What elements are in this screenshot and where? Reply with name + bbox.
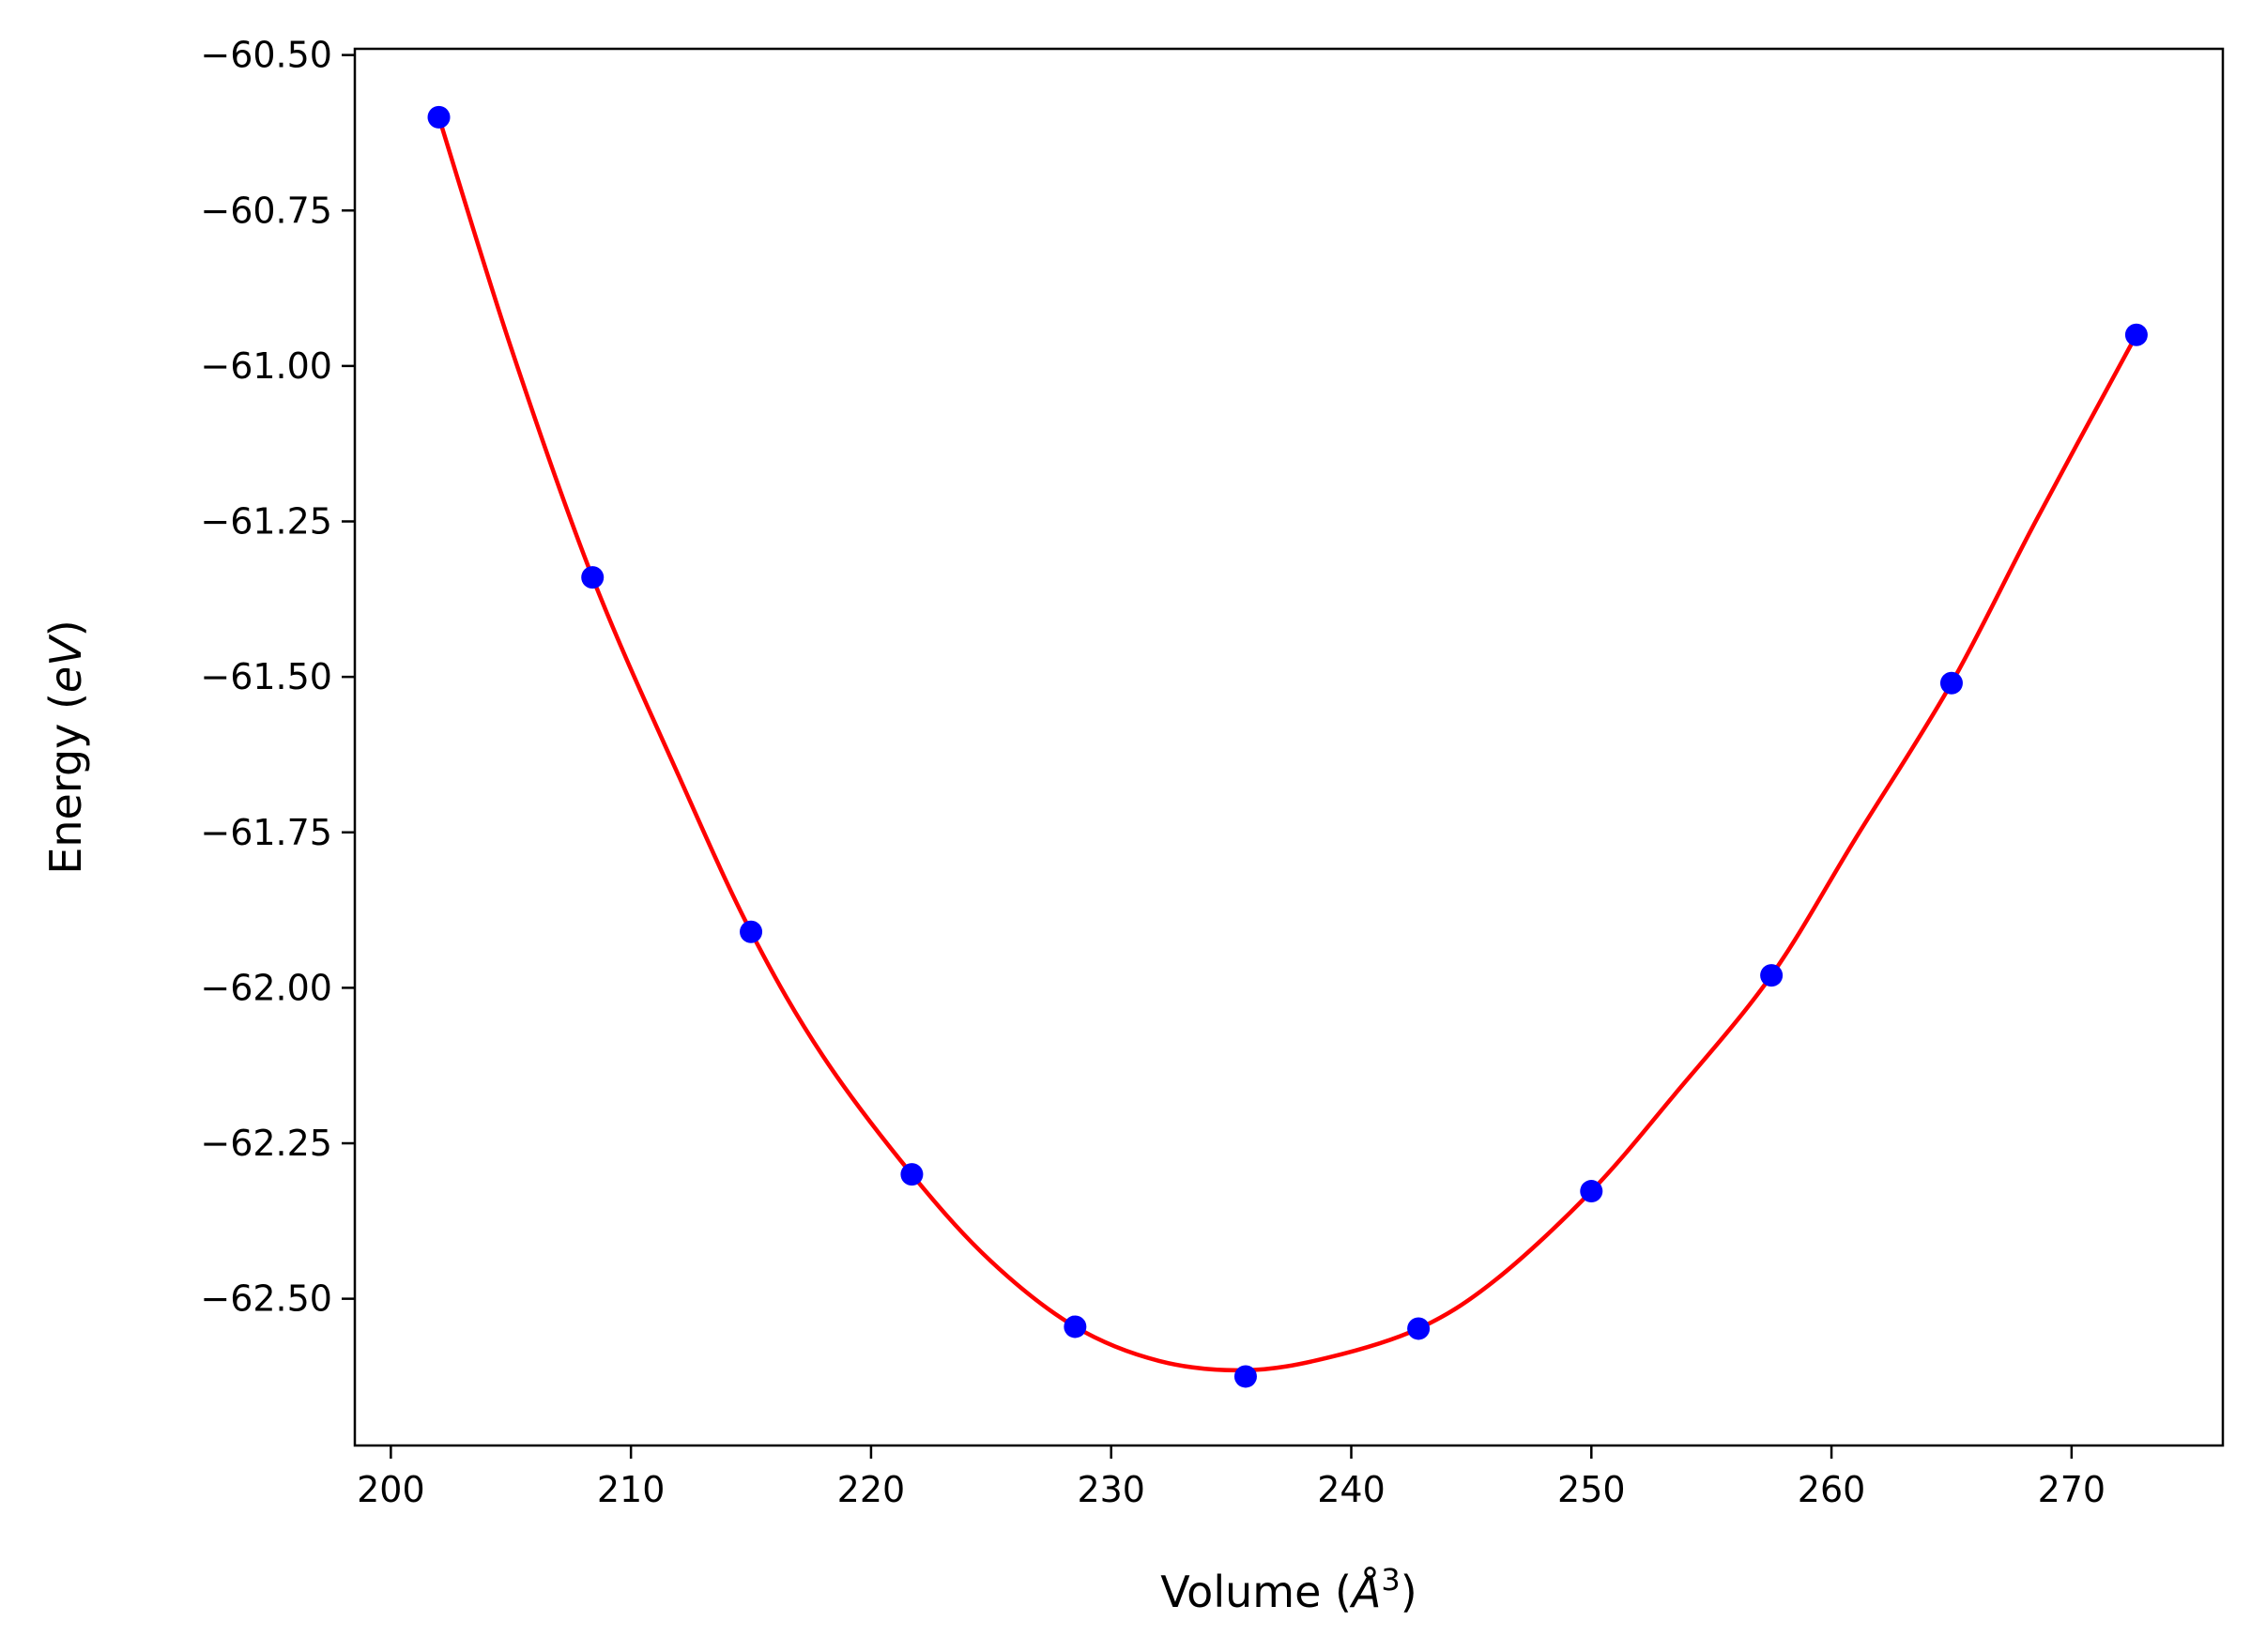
x-axis-label: Volume (Å3) <box>1160 1562 1416 1617</box>
y-tick-label: −62.00 <box>200 967 332 1008</box>
x-tick-label: 200 <box>357 1469 425 1510</box>
data-points-layer <box>427 105 2148 1388</box>
y-axis-label: Energy (eV) <box>40 620 91 874</box>
plot-area <box>355 49 2223 1446</box>
x-tick-label: 260 <box>1798 1469 1866 1510</box>
data-point <box>1760 964 1784 987</box>
data-point <box>1407 1317 1431 1340</box>
fit-curve-layer <box>436 116 2138 1373</box>
fit-curve <box>436 116 2138 1373</box>
y-tick-label: −61.50 <box>200 656 332 697</box>
y-tick-label: −60.50 <box>200 35 332 76</box>
x-tick-label: 210 <box>597 1469 666 1510</box>
y-tick-label: −60.75 <box>200 190 332 231</box>
x-tick-label: 250 <box>1557 1469 1626 1510</box>
data-point <box>581 566 605 589</box>
y-tick-label: −61.25 <box>200 501 332 543</box>
data-point <box>1233 1365 1257 1388</box>
x-tick-label: 230 <box>1077 1469 1145 1510</box>
y-tick-label: −62.25 <box>200 1123 332 1164</box>
data-point <box>900 1163 924 1186</box>
data-point <box>1939 671 1963 695</box>
x-tick-label: 270 <box>2038 1469 2106 1510</box>
y-tick-label: −62.50 <box>200 1278 332 1320</box>
x-axis-ticks: 200 210 220 230 240 250 260 270 <box>357 1446 2106 1510</box>
data-point <box>740 920 763 943</box>
x-tick-label: 220 <box>837 1469 906 1510</box>
y-axis-ticks: −60.50 −60.75 −61.00 −61.25 −61.50 −61.75 −62.… <box>200 35 355 1320</box>
data-point <box>2124 323 2148 346</box>
y-tick-label: −61.75 <box>200 812 332 853</box>
data-point <box>427 105 451 129</box>
plot-frame <box>353 47 2225 1447</box>
data-point <box>1580 1180 1603 1203</box>
x-tick-label: 240 <box>1317 1469 1386 1510</box>
y-tick-label: −61.00 <box>200 345 332 387</box>
data-point <box>1064 1315 1087 1338</box>
